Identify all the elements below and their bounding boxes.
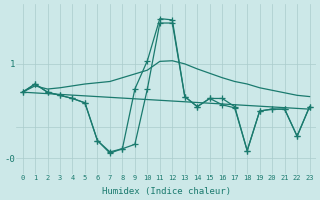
X-axis label: Humidex (Indice chaleur): Humidex (Indice chaleur): [101, 187, 231, 196]
